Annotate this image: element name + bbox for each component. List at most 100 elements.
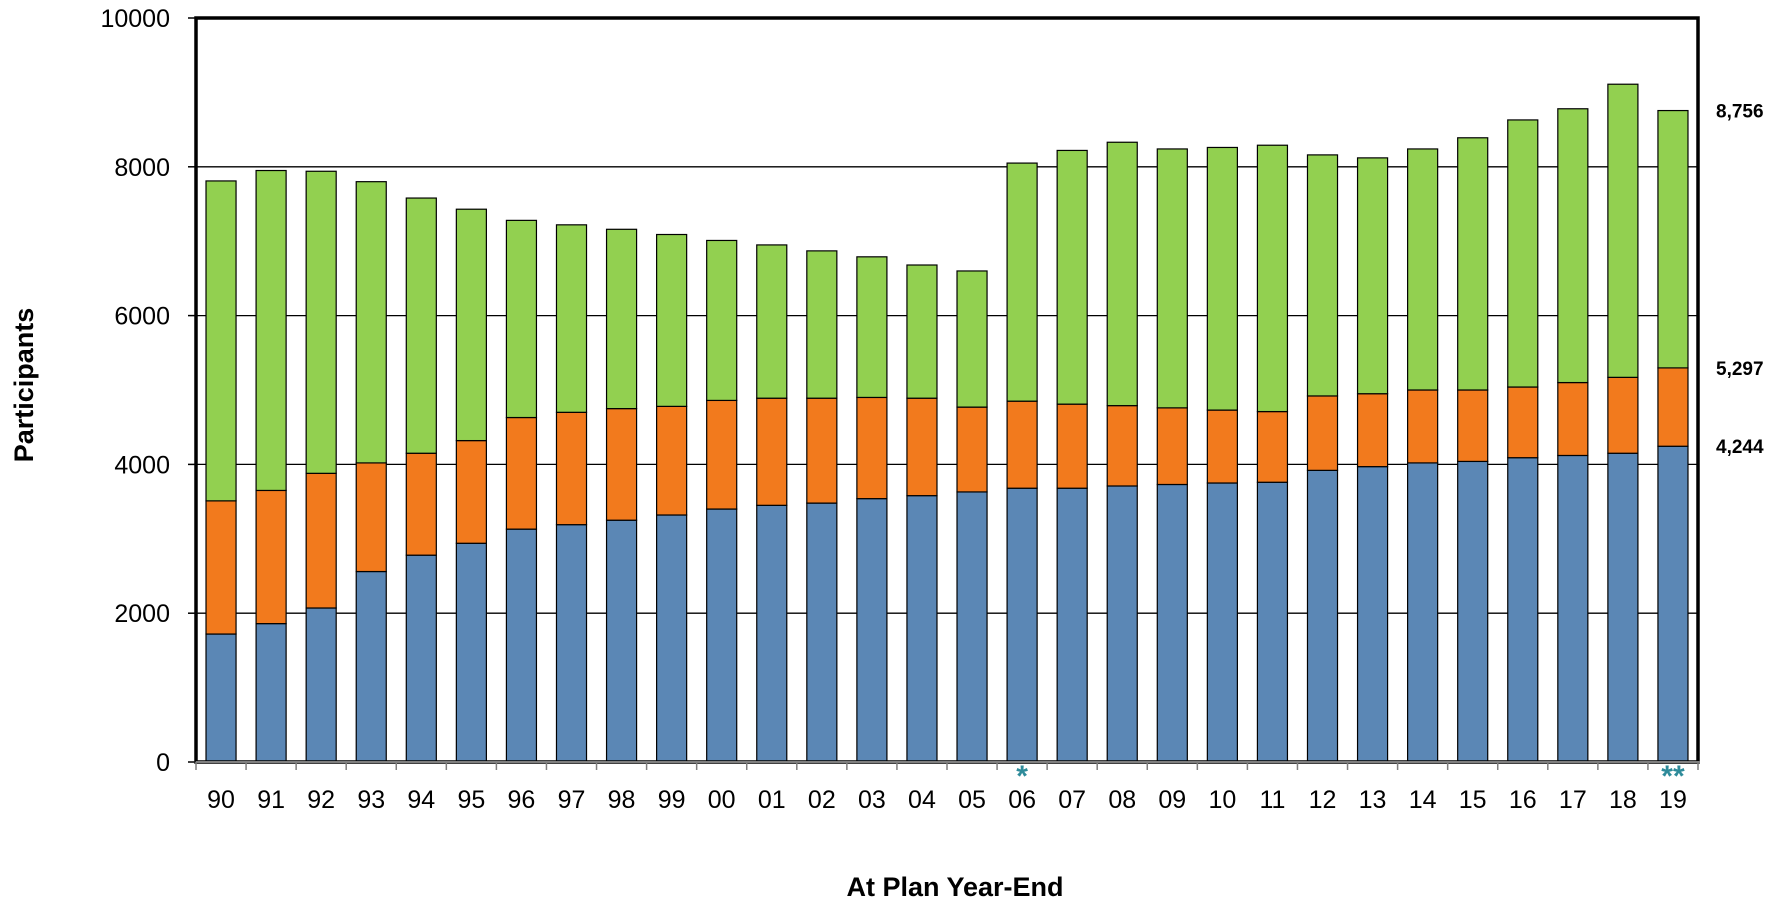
bar-segment-14-s0 xyxy=(1407,462,1439,763)
bar-segment-14-s2 xyxy=(1407,148,1439,391)
x-tick-label: 10 xyxy=(1208,786,1236,814)
x-tick-label: 92 xyxy=(307,786,335,814)
bar-segment-14-s1 xyxy=(1407,389,1439,464)
x-tick-label: 02 xyxy=(808,786,836,814)
x-tick-label: 01 xyxy=(758,786,786,814)
bar-segment-17-s2 xyxy=(1557,108,1589,384)
bar-segment-10-s2 xyxy=(1206,146,1238,411)
bar-segment-13-s0 xyxy=(1356,466,1389,763)
bar-segment-06-s2 xyxy=(1006,162,1038,402)
x-tick-label: 95 xyxy=(457,786,485,814)
bar-segment-16-s1 xyxy=(1507,386,1539,459)
bar-segment-97-s1 xyxy=(555,411,588,526)
bar-segment-91-s0 xyxy=(255,623,287,763)
bar-segment-01-s1 xyxy=(756,397,788,506)
bar-segment-02-s1 xyxy=(806,397,838,504)
y-tick-label: 8000 xyxy=(114,154,170,182)
grid-lines xyxy=(196,166,1698,614)
bar-segment-92-s1 xyxy=(305,472,337,609)
bar-segment-98-s0 xyxy=(605,519,638,763)
x-tick-label: 17 xyxy=(1559,786,1587,814)
bar-segment-09-s1 xyxy=(1156,407,1188,486)
category-markers: * ** xyxy=(1016,760,1685,793)
x-tick-label: 11 xyxy=(1259,786,1285,814)
x-tick-label: 96 xyxy=(508,786,536,814)
bar-segment-17-s0 xyxy=(1557,454,1589,763)
end-value-label: 4,244 xyxy=(1716,437,1764,458)
bar-segment-03-s0 xyxy=(856,498,888,763)
y-tick-label: 2000 xyxy=(114,600,170,628)
bar-segment-02-s2 xyxy=(806,250,838,399)
y-axis-ticks: 0 2000 4000 6000 8000 10000 xyxy=(100,5,196,777)
bar-segment-98-s2 xyxy=(605,228,638,410)
bar-segment-05-s1 xyxy=(956,406,988,493)
bar-segment-18-s1 xyxy=(1607,376,1639,454)
bar-segment-94-s1 xyxy=(405,452,437,556)
bar-segment-95-s1 xyxy=(455,439,487,544)
x-tick-label: 12 xyxy=(1309,786,1337,814)
x-tick-label: 00 xyxy=(708,786,736,814)
bar-segment-16-s0 xyxy=(1507,457,1539,763)
bar-segment-07-s0 xyxy=(1056,487,1088,763)
x-tick-label: 05 xyxy=(958,786,986,814)
bar-segment-95-s0 xyxy=(455,542,487,763)
bar-segment-11-s2 xyxy=(1256,144,1289,413)
y-tick-label: 0 xyxy=(156,749,170,777)
bar-segment-94-s0 xyxy=(405,554,437,763)
bar-segment-99-s1 xyxy=(656,405,688,516)
bar-segment-96-s1 xyxy=(505,416,538,530)
bar-segment-17-s1 xyxy=(1557,381,1589,457)
bar-segment-98-s1 xyxy=(605,408,638,521)
x-tick-label: 94 xyxy=(407,786,435,814)
x-tick-label: 09 xyxy=(1158,786,1186,814)
bar-segment-12-s2 xyxy=(1306,154,1339,397)
bar-segment-19-s1 xyxy=(1657,367,1689,447)
bar-segment-04-s0 xyxy=(906,495,938,763)
bar-segment-00-s1 xyxy=(706,399,738,510)
x-tick-label: 19 xyxy=(1659,786,1687,814)
bar-segment-97-s2 xyxy=(555,224,588,413)
bar-segment-04-s1 xyxy=(906,397,938,497)
bar-segment-06-s0 xyxy=(1006,487,1038,763)
bar-segment-08-s0 xyxy=(1106,485,1138,763)
x-tick-label: 04 xyxy=(908,786,936,814)
bar-segment-94-s2 xyxy=(405,197,437,454)
x-tick-label: 13 xyxy=(1359,786,1387,814)
x-tick-label: 14 xyxy=(1409,786,1437,814)
x-tick-label: 15 xyxy=(1459,786,1487,814)
bar-segment-19-s2 xyxy=(1657,109,1689,369)
bar-segment-07-s1 xyxy=(1056,403,1088,489)
bar-segment-11-s0 xyxy=(1256,481,1289,763)
bar-segment-02-s0 xyxy=(806,502,838,763)
x-tick-label: 90 xyxy=(207,786,235,814)
x-tick-label: 93 xyxy=(357,786,385,814)
bar-segment-07-s2 xyxy=(1056,149,1088,405)
bar-segment-90-s2 xyxy=(205,180,237,502)
x-tick-label: 97 xyxy=(558,786,586,814)
bar-segment-93-s1 xyxy=(355,462,387,573)
bar-segment-19-s0 xyxy=(1657,445,1689,763)
bar-segment-03-s2 xyxy=(856,256,888,399)
x-tick-label: 98 xyxy=(608,786,636,814)
bar-segment-95-s2 xyxy=(455,208,487,442)
bar-segment-00-s0 xyxy=(706,508,738,763)
x-tick-label: 18 xyxy=(1609,786,1637,814)
x-axis-title: At Plan Year-End xyxy=(846,872,1063,902)
bar-segment-13-s2 xyxy=(1356,157,1389,395)
x-tick-label: 99 xyxy=(658,786,686,814)
bar-segment-99-s0 xyxy=(656,514,688,763)
bar-segment-10-s1 xyxy=(1206,409,1238,484)
x-tick-label: 16 xyxy=(1509,786,1537,814)
category-marker: * xyxy=(1016,760,1028,793)
bar-segment-97-s0 xyxy=(555,524,588,763)
bar-segment-03-s1 xyxy=(856,396,888,500)
bar-segment-99-s2 xyxy=(656,233,688,407)
bar-segment-96-s2 xyxy=(505,219,538,419)
y-axis-title: Participants xyxy=(9,308,39,463)
bar-segment-18-s0 xyxy=(1607,452,1639,763)
bar-segment-01-s0 xyxy=(756,504,788,763)
x-tick-label: 06 xyxy=(1008,786,1036,814)
bar-segment-12-s0 xyxy=(1306,469,1339,763)
bar-segment-93-s2 xyxy=(355,181,387,464)
